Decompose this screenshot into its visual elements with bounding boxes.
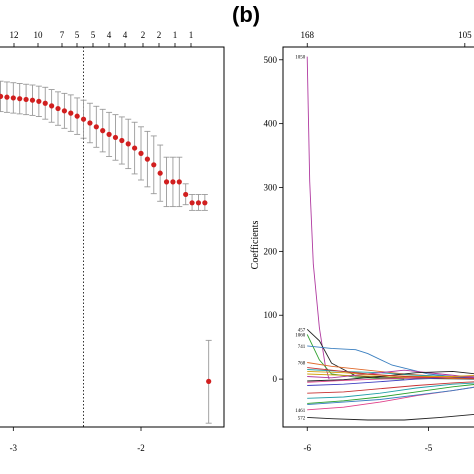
- coefficient-path: [307, 370, 474, 382]
- x-tick-label: -2: [137, 443, 145, 453]
- point: [176, 179, 182, 185]
- coefficient-path: [307, 369, 474, 379]
- variable-label: 1060: [295, 333, 306, 338]
- y-tick-label: 500: [264, 55, 278, 65]
- point: [183, 191, 189, 198]
- top-tick-label: 2: [141, 30, 146, 40]
- coefficient-path: [307, 345, 465, 379]
- point: [125, 141, 131, 147]
- panel-a-bottom-axis: -3 -2: [10, 427, 145, 453]
- variable-label: 1050: [295, 56, 306, 61]
- top-tick-label: 7: [60, 30, 65, 40]
- point: [144, 156, 150, 162]
- point: [49, 103, 55, 109]
- point: [151, 162, 157, 168]
- point: [74, 113, 80, 119]
- point: [36, 98, 42, 104]
- point: [61, 108, 67, 114]
- point: [206, 378, 212, 384]
- point: [163, 179, 170, 185]
- panel-a: 12 10 7 5 5 4 4 2 2 1 1 -3 -2: [0, 30, 225, 453]
- top-tick-label: 4: [107, 30, 112, 40]
- panel-a-top-axis: 12 10 7 5 5 4 4 2 2 1 1: [10, 30, 194, 47]
- y-tick-label: 0: [273, 374, 278, 384]
- variable-label: 457: [298, 328, 306, 333]
- point: [189, 200, 195, 206]
- panel-b-series: [306, 56, 474, 421]
- variable-label: 572: [298, 416, 306, 421]
- coefficient-path: [307, 384, 474, 404]
- point: [132, 145, 138, 151]
- point: [42, 100, 48, 106]
- point: [10, 95, 16, 101]
- point: [119, 137, 125, 144]
- point: [170, 179, 176, 185]
- panel-b-y-axis: 0 100 200 300 400 500: [264, 55, 283, 384]
- point: [23, 96, 29, 103]
- top-tick-label: 10: [34, 30, 44, 40]
- point: [157, 170, 163, 176]
- panel-a-points: [0, 93, 212, 384]
- variable-label: 1461: [295, 409, 306, 414]
- point: [138, 150, 144, 156]
- top-tick-label: 5: [91, 30, 96, 40]
- top-tick-label: 2: [157, 30, 162, 40]
- point: [106, 131, 112, 137]
- point: [29, 97, 36, 103]
- panel-b-bottom-axis: -6 -5: [303, 427, 433, 453]
- point: [4, 94, 10, 100]
- point: [0, 93, 4, 99]
- coefficient-path: [307, 381, 474, 394]
- x-tick-label: -6: [303, 443, 311, 453]
- x-tick-label: -5: [425, 443, 433, 453]
- point: [17, 96, 23, 102]
- point: [195, 200, 202, 206]
- point: [202, 200, 208, 206]
- panel-a-plot-frame: [0, 46, 225, 428]
- coefficient-path: [306, 56, 330, 380]
- coefficient-path: [307, 386, 474, 406]
- panel-b-label: (b): [232, 2, 260, 27]
- y-tick-label: 300: [264, 183, 278, 193]
- panel-b-top-axis: 168 105: [300, 30, 472, 47]
- point: [87, 120, 93, 126]
- y-tick-label: 400: [264, 119, 278, 129]
- coefficient-path: [307, 367, 474, 379]
- y-tick-label: 200: [264, 246, 278, 256]
- x-tick-label: -3: [10, 443, 18, 453]
- coefficient-path: [307, 414, 474, 421]
- top-tick-label: 4: [123, 30, 128, 40]
- point: [80, 116, 87, 122]
- top-tick-label: 1: [189, 30, 194, 40]
- top-tick-label: 1: [173, 30, 178, 40]
- point: [68, 110, 74, 116]
- top-tick-label: 12: [10, 30, 19, 40]
- top-tick-label: 105: [458, 30, 472, 40]
- top-tick-label: 5: [75, 30, 80, 40]
- point: [112, 134, 119, 141]
- point: [55, 105, 61, 112]
- panel-b-plot-frame: [282, 46, 474, 428]
- variable-label: 768: [298, 361, 306, 366]
- coefficient-path: [307, 382, 474, 399]
- y-tick-label: 100: [264, 310, 278, 320]
- point: [93, 124, 99, 130]
- point: [100, 128, 106, 134]
- top-tick-label: 168: [300, 30, 314, 40]
- variable-label: 741: [298, 345, 306, 350]
- panel-b-y-axis-label: Coefficients: [250, 221, 261, 270]
- panel-a-error-bars: [0, 80, 212, 424]
- panel-b: (b) Coefficients 0 100 200 300 400 500 168 105…: [232, 2, 474, 453]
